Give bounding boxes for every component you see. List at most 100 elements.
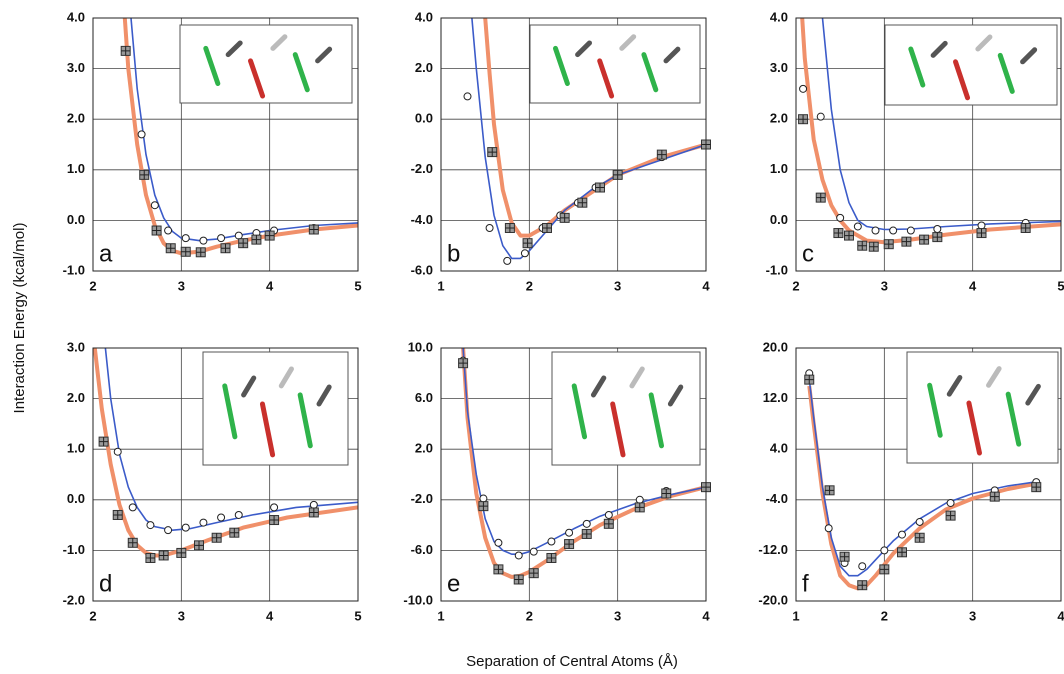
point-circle	[271, 504, 278, 511]
y-tick-label: -2.0	[411, 491, 433, 506]
y-tick-label: 10.0	[408, 339, 433, 354]
point-cross	[212, 533, 221, 542]
y-tick-label: 0.0	[415, 111, 433, 126]
point-cross	[252, 235, 261, 244]
point-circle	[129, 504, 136, 511]
x-axis-label: Separation of Central Atoms (Å)	[466, 653, 678, 670]
point-cross	[1032, 483, 1041, 492]
x-tick-label: 1	[792, 608, 799, 623]
point-cross	[840, 552, 849, 561]
point-cross	[565, 540, 574, 549]
inset-box	[203, 352, 348, 465]
point-cross	[858, 581, 867, 590]
point-circle	[182, 235, 189, 242]
y-tick-label: 2.0	[67, 111, 85, 126]
point-circle	[310, 501, 317, 508]
point-cross	[662, 489, 671, 498]
point-cross	[933, 233, 942, 242]
point-cross	[265, 231, 274, 240]
point-cross	[121, 46, 130, 55]
point-cross	[880, 565, 889, 574]
point-circle	[464, 93, 471, 100]
x-tick-label: 3	[614, 608, 621, 623]
point-cross	[946, 511, 955, 520]
point-circle	[548, 538, 555, 545]
point-circle	[218, 514, 225, 521]
point-cross	[128, 538, 137, 547]
molecule-inset	[885, 25, 1057, 105]
panel: -10.0-6.0-2.02.06.010.01234e	[403, 339, 710, 623]
y-tick-label: 3.0	[770, 60, 788, 75]
molecule-inset	[552, 352, 700, 465]
y-tick-label: 1.0	[67, 161, 85, 176]
panel-label: d	[99, 570, 112, 597]
point-circle	[530, 548, 537, 555]
point-cross	[221, 244, 230, 253]
x-tick-label: 1	[437, 608, 444, 623]
point-cross	[805, 375, 814, 384]
inset-box	[530, 25, 700, 103]
point-cross	[543, 223, 552, 232]
point-cross	[195, 541, 204, 550]
point-cross	[596, 183, 605, 192]
point-cross	[523, 239, 532, 248]
point-cross	[152, 226, 161, 235]
y-tick-label: 4.0	[67, 9, 85, 24]
point-cross	[166, 244, 175, 253]
x-tick-label: 2	[526, 608, 533, 623]
point-cross	[159, 551, 168, 560]
point-cross	[529, 569, 538, 578]
point-cross	[884, 240, 893, 249]
point-circle	[817, 113, 824, 120]
point-cross	[869, 242, 878, 251]
point-cross	[309, 508, 318, 517]
point-circle	[521, 250, 528, 257]
panel: -1.00.01.02.03.04.02345c	[766, 9, 1064, 293]
point-cross	[270, 516, 279, 525]
point-circle	[486, 224, 493, 231]
point-circle	[636, 496, 643, 503]
point-cross	[990, 492, 999, 501]
point-cross	[578, 198, 587, 207]
point-circle	[800, 85, 807, 92]
point-cross	[309, 225, 318, 234]
point-circle	[837, 214, 844, 221]
point-cross	[604, 519, 613, 528]
y-tick-label: -1.0	[63, 262, 85, 277]
y-tick-label: 4.0	[415, 9, 433, 24]
point-circle	[235, 511, 242, 518]
point-circle	[583, 520, 590, 527]
point-cross	[146, 553, 155, 562]
inset-box	[180, 25, 352, 103]
panel-label: a	[99, 240, 113, 267]
point-circle	[566, 529, 573, 536]
x-tick-label: 2	[881, 608, 888, 623]
point-circle	[218, 235, 225, 242]
point-cross	[799, 115, 808, 124]
point-cross	[494, 565, 503, 574]
y-tick-label: -2.0	[411, 161, 433, 176]
x-tick-label: 3	[881, 278, 888, 293]
panel: -20.0-12.0-4.04.012.020.01234f	[758, 339, 1064, 623]
x-tick-label: 3	[614, 278, 621, 293]
point-cross	[99, 437, 108, 446]
x-tick-label: 1	[437, 278, 444, 293]
point-cross	[113, 510, 122, 519]
point-cross	[230, 528, 239, 537]
point-cross	[898, 548, 907, 557]
panel-label: b	[447, 240, 460, 267]
y-tick-label: -1.0	[766, 262, 788, 277]
y-tick-label: 4.0	[770, 9, 788, 24]
point-cross	[459, 359, 468, 368]
y-tick-label: 1.0	[770, 161, 788, 176]
y-tick-label: 0.0	[67, 491, 85, 506]
y-tick-label: 12.0	[763, 390, 788, 405]
inset-box	[907, 352, 1058, 463]
point-circle	[200, 519, 207, 526]
point-cross	[140, 170, 149, 179]
inset-box	[552, 352, 700, 465]
x-tick-label: 4	[969, 278, 977, 293]
x-tick-label: 3	[178, 608, 185, 623]
y-tick-label: -12.0	[758, 542, 788, 557]
x-tick-label: 4	[266, 608, 274, 623]
